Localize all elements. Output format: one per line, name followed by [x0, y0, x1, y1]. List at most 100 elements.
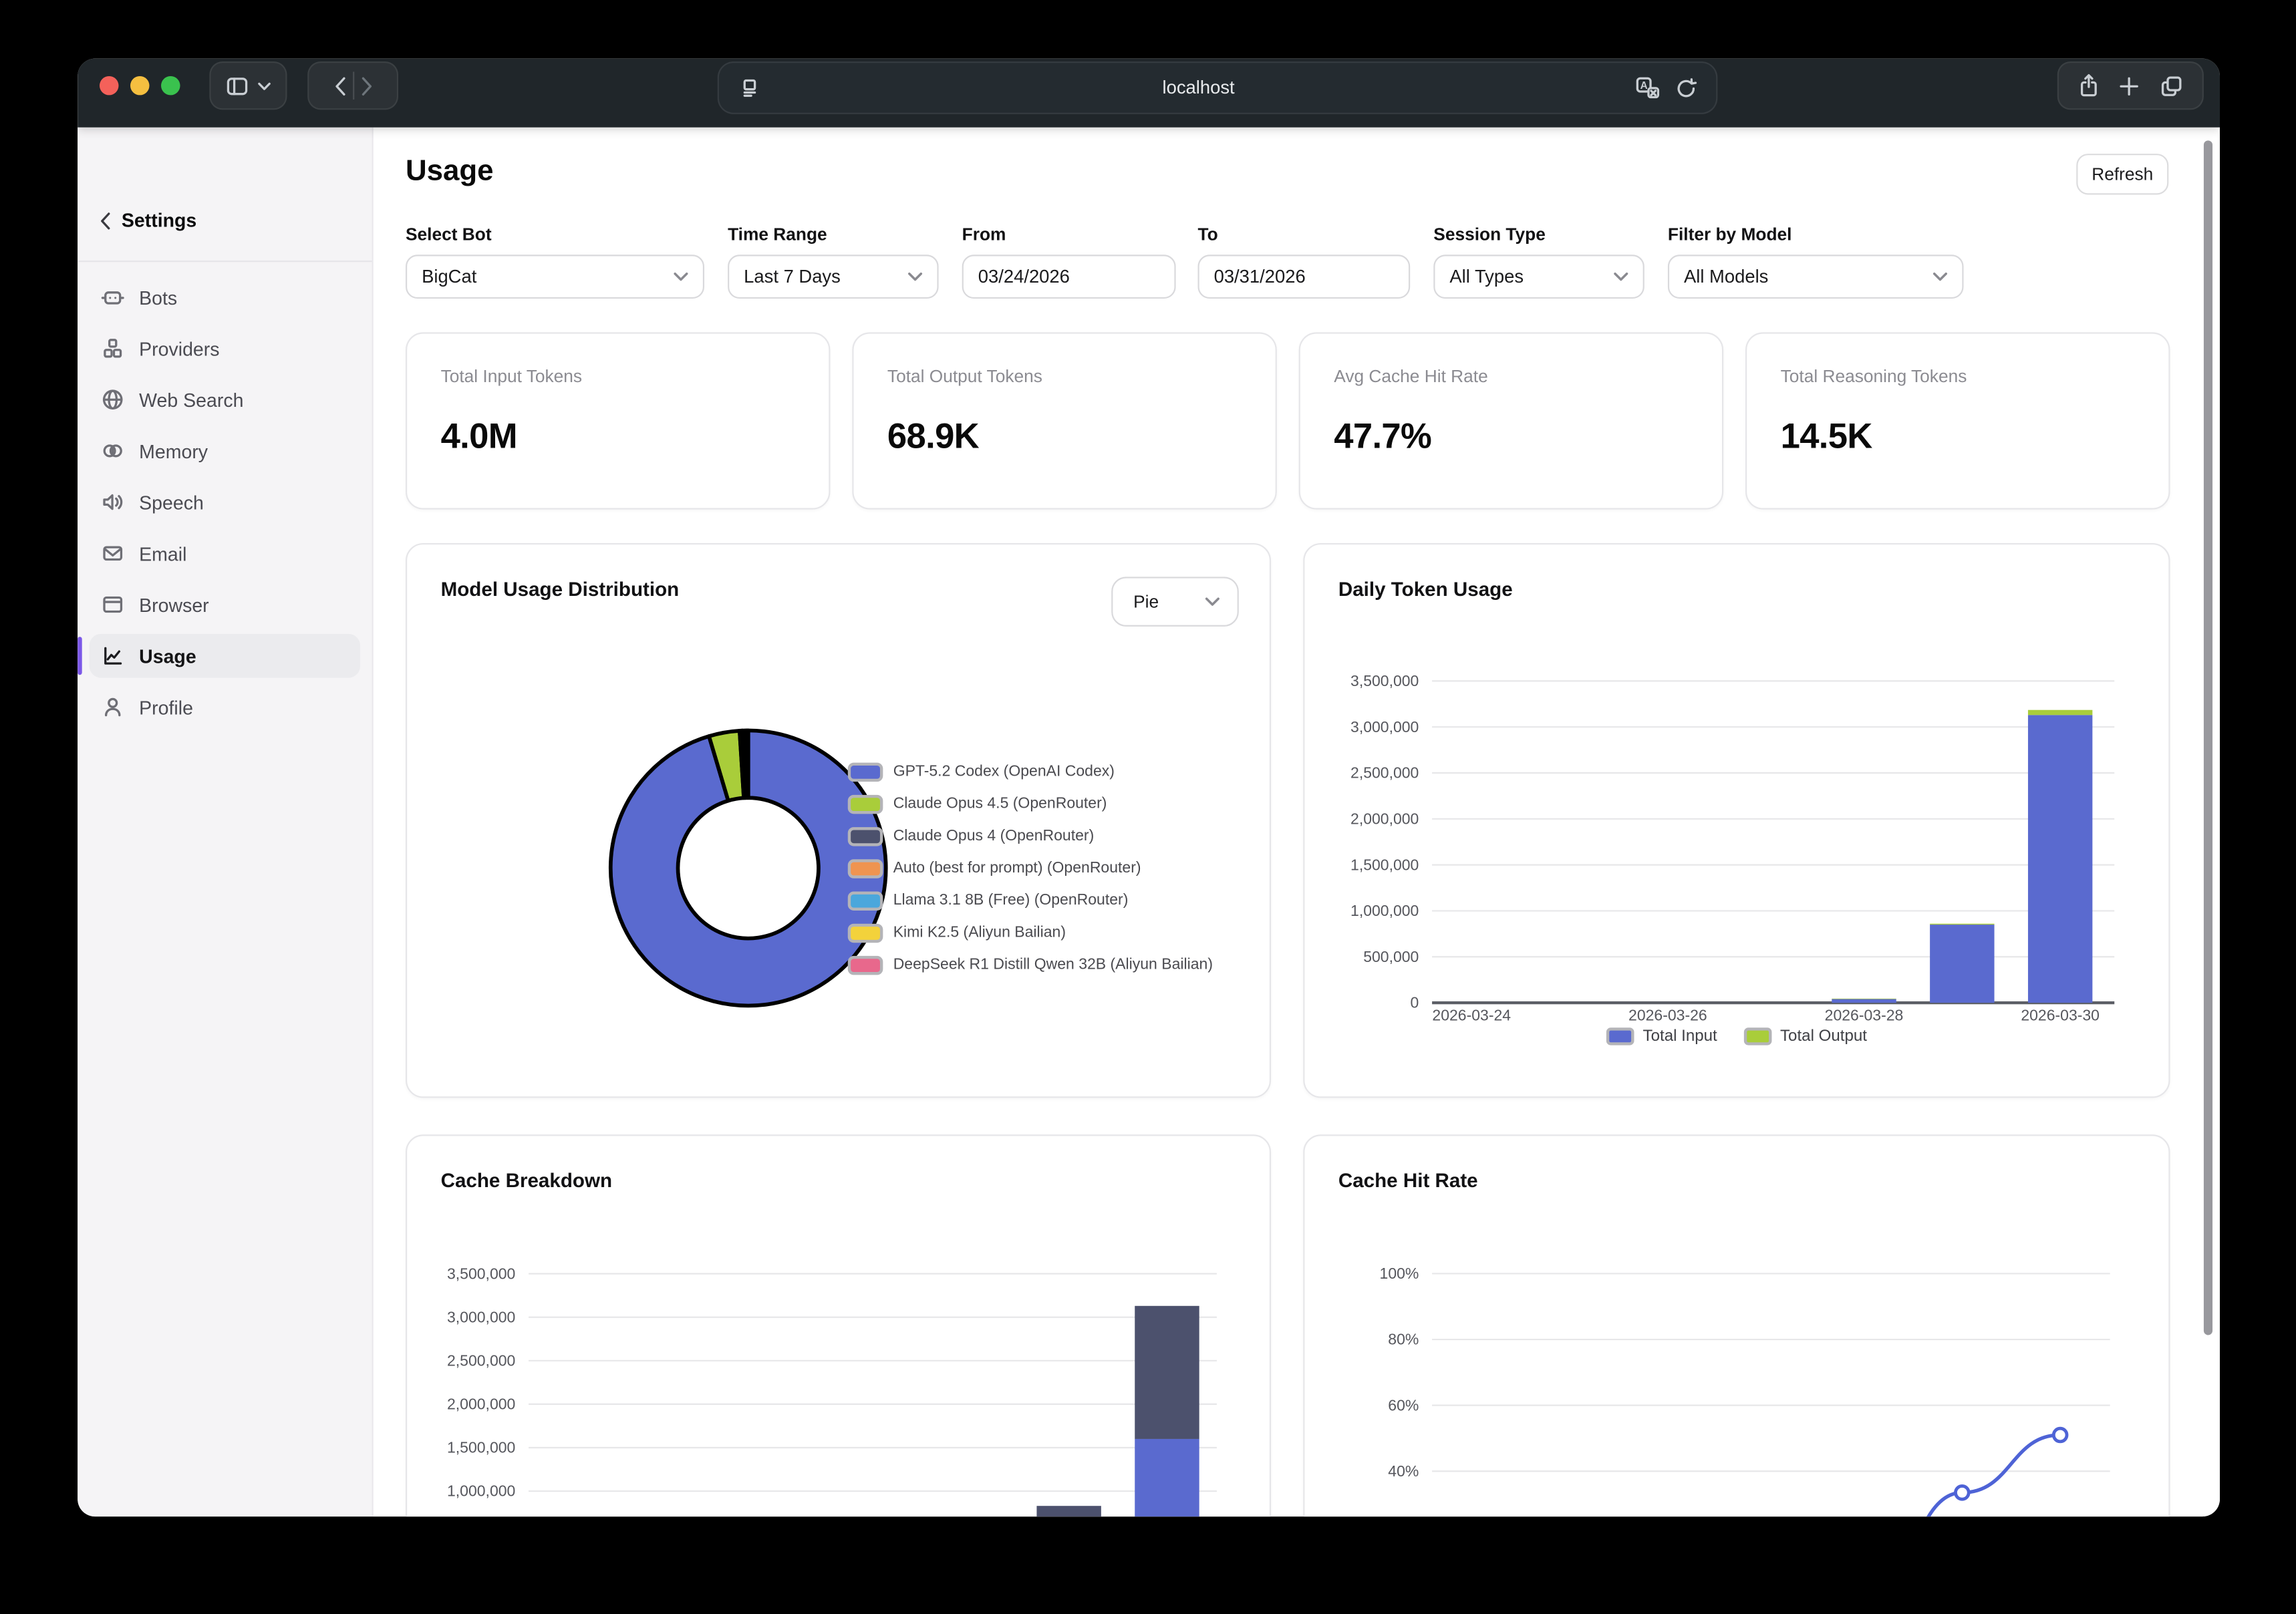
sidebar-icon — [227, 77, 248, 95]
chevron-down-icon — [258, 82, 271, 90]
chart-title: Cache Hit Rate — [1338, 1169, 1478, 1192]
svg-text:3,000,000: 3,000,000 — [447, 1308, 515, 1325]
svg-text:2,500,000: 2,500,000 — [447, 1351, 515, 1369]
traffic-lights — [100, 75, 180, 95]
address-bar[interactable]: localhost A — [717, 61, 1718, 114]
chart-type-dropdown[interactable]: Pie — [1111, 577, 1239, 627]
translate-icon[interactable]: A — [1636, 76, 1661, 100]
sidebar-item-memory[interactable]: Memory — [90, 429, 360, 473]
stat-label: Total Reasoning Tokens — [1780, 365, 1967, 387]
sidebar-item-label: Email — [139, 542, 187, 564]
model-filter-dropdown[interactable]: All Models — [1667, 255, 1964, 299]
legend-swatch — [847, 955, 883, 975]
filter-label: From — [962, 224, 1006, 245]
bar-legend: Total Input Total Output — [1304, 1027, 2168, 1045]
chevron-left-icon — [101, 212, 110, 229]
nav-buttons — [307, 61, 399, 110]
legend-swatch — [847, 762, 883, 782]
forward-icon[interactable] — [360, 75, 373, 96]
legend-swatch — [1743, 1027, 1771, 1045]
svg-text:A: A — [1640, 80, 1648, 92]
from-date-input[interactable]: 03/24/2026 — [962, 255, 1176, 299]
svg-text:2026-03-24: 2026-03-24 — [1432, 1006, 1511, 1023]
reload-icon[interactable] — [1675, 77, 1697, 99]
stat-label: Total Output Tokens — [887, 365, 1042, 387]
toolbar-right-group — [2057, 61, 2204, 110]
svg-text:1,000,000: 1,000,000 — [1350, 902, 1419, 919]
legend-item[interactable]: Kimi K2.5 (Aliyun Bailian) — [847, 917, 1213, 949]
legend-swatch — [847, 794, 883, 814]
refresh-button[interactable]: Refresh — [2076, 154, 2169, 195]
sidebar-item-label: Browser — [139, 593, 209, 616]
select-bot-dropdown[interactable]: BigCat — [405, 255, 705, 299]
chart-title: Cache Breakdown — [440, 1169, 613, 1192]
sidebar-item-label: Speech — [139, 491, 204, 514]
sidebar-item-browser[interactable]: Browser — [90, 583, 360, 627]
globe-icon — [102, 389, 123, 410]
stat-card-reasoning-tokens: Total Reasoning Tokens 14.5K — [1745, 332, 2170, 510]
stat-value: 14.5K — [1780, 417, 1873, 457]
legend-item[interactable]: Claude Opus 4 (OpenRouter) — [847, 820, 1213, 852]
legend-swatch — [847, 826, 883, 846]
stat-card-cache-hit-rate: Avg Cache Hit Rate 47.7% — [1298, 332, 1724, 510]
sidebar-item-providers[interactable]: Providers — [90, 327, 360, 371]
sidebar-item-speech[interactable]: Speech — [90, 480, 360, 524]
zoom-button[interactable] — [161, 75, 180, 95]
back-icon[interactable] — [333, 75, 347, 96]
svg-text:3,500,000: 3,500,000 — [447, 1265, 515, 1282]
stat-value: 47.7% — [1334, 417, 1432, 457]
svg-text:1,000,000: 1,000,000 — [447, 1482, 515, 1500]
cache-hit-rate-card: Cache Hit Rate 40% 60% 80% 100% — [1303, 1134, 2170, 1517]
chevron-down-icon — [674, 273, 688, 281]
share-icon[interactable] — [2077, 73, 2100, 98]
scrollbar-thumb[interactable] — [2203, 140, 2213, 1335]
filter-to-date: To 03/31/2026 — [1197, 224, 1411, 299]
sidebar-item-usage[interactable]: Usage — [78, 633, 361, 678]
sidebar-item-web-search[interactable]: Web Search — [90, 377, 360, 422]
minimize-button[interactable] — [130, 75, 150, 95]
sidebar-item-label: Providers — [139, 337, 220, 359]
sidebar-item-profile[interactable]: Profile — [90, 685, 360, 730]
legend-item[interactable]: GPT-5.2 Codex (OpenAI Codex) — [847, 756, 1213, 788]
filter-label: Filter by Model — [1667, 224, 1792, 245]
legend-item[interactable]: DeepSeek R1 Distill Qwen 32B (Aliyun Bai… — [847, 949, 1213, 981]
titlebar: localhost A — [78, 58, 2220, 128]
chevron-down-icon — [1932, 273, 1947, 281]
filter-session-type: Session Type All Types — [1433, 224, 1644, 299]
legend-item[interactable]: Claude Opus 4.5 (OpenRouter) — [847, 788, 1213, 820]
sidebar-title: Settings — [121, 209, 197, 232]
to-date-input[interactable]: 03/31/2026 — [1197, 255, 1411, 299]
legend-item[interactable]: Total Output — [1743, 1027, 1867, 1045]
sidebar-toggle-button[interactable] — [209, 61, 287, 110]
chevron-down-icon — [1614, 273, 1628, 281]
legend-item[interactable]: Total Input — [1606, 1027, 1717, 1045]
svg-text:500,000: 500,000 — [1363, 948, 1419, 965]
donut-chart — [608, 728, 888, 1008]
sidebar-item-label: Web Search — [139, 388, 244, 411]
stat-value: 68.9K — [887, 417, 980, 457]
svg-text:3,000,000: 3,000,000 — [1350, 718, 1419, 736]
donut-legend: GPT-5.2 Codex (OpenAI Codex) Claude Opus… — [847, 756, 1213, 981]
new-tab-icon[interactable] — [2120, 75, 2140, 96]
close-button[interactable] — [100, 75, 119, 95]
session-type-dropdown[interactable]: All Types — [1433, 255, 1644, 299]
svg-text:1,500,000: 1,500,000 — [1350, 856, 1419, 873]
tabs-icon[interactable] — [2160, 74, 2183, 98]
settings-back[interactable]: Settings — [100, 209, 196, 231]
svg-text:2,000,000: 2,000,000 — [447, 1396, 515, 1413]
sidebar-item-email[interactable]: Email — [90, 531, 360, 575]
reader-icon[interactable] — [738, 76, 761, 100]
filter-label: Time Range — [728, 224, 827, 245]
svg-text:2026-03-26: 2026-03-26 — [1628, 1006, 1707, 1023]
stat-label: Avg Cache Hit Rate — [1334, 365, 1488, 387]
daily-token-usage-card: Daily Token Usage 0 500,000 1,000,000 1,500… — [1303, 542, 2170, 1098]
page-title: Usage — [405, 155, 494, 188]
sidebar-item-label: Profile — [139, 695, 193, 718]
legend-item[interactable]: Auto (best for prompt) (OpenRouter) — [847, 852, 1213, 884]
sidebar-item-bots[interactable]: Bots — [90, 275, 360, 319]
chevron-down-icon — [1205, 597, 1219, 606]
legend-item[interactable]: Llama 3.1 8B (Free) (OpenRouter) — [847, 884, 1213, 917]
time-range-dropdown[interactable]: Last 7 Days — [728, 255, 939, 299]
sidebar-divider — [78, 261, 372, 263]
cache-hit-rate-chart: 40% 60% 80% 100% — [1380, 1265, 2110, 1517]
